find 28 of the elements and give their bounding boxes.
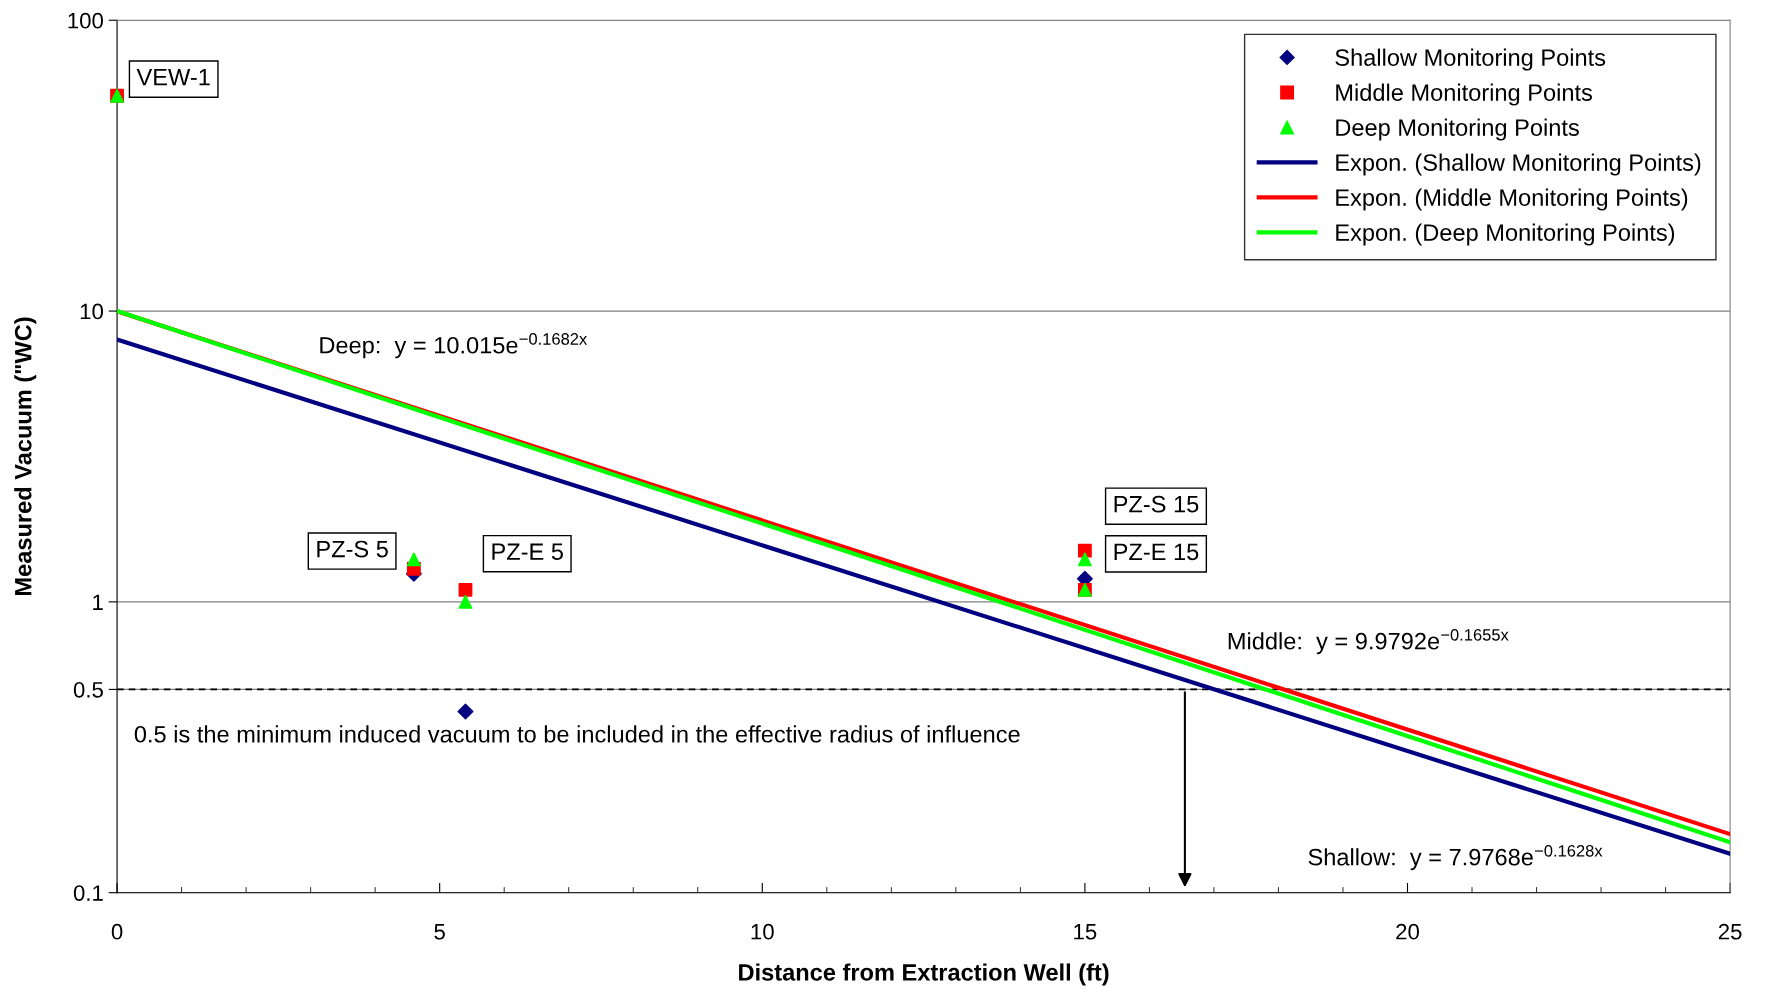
y-tick-label: 1 [93,594,103,610]
annotation: PZ-S 15 [1114,495,1199,513]
y-axis-title: Measured Vacuum ("WC) [14,317,37,595]
y-tick-label: 0.1 [73,885,103,901]
legend-label: Expon. (Deep Monitoring Points) [1336,223,1675,246]
annotation: 0.5 is the minimum induced vacuum to be included in the effective radius of influence [134,725,1020,743]
y-tick-label: 0.5 [73,681,103,698]
annotation: PZ-S 5 [317,540,388,558]
legend-label: Deep Monitoring Points [1336,118,1579,141]
annotation: VEW-1 [136,68,210,86]
legend-label: Expon. (Shallow Monitoring Points) [1336,153,1701,176]
x-tick-label: 15 [1074,924,1097,940]
x-tick-label: 0 [111,923,123,940]
y-tick-label: 10 [80,303,104,320]
legend-label: Expon. (Middle Monitoring Points) [1336,188,1688,211]
y-tick-label: 100 [68,12,104,29]
x-tick-label: 25 [1718,923,1742,940]
annotation: Shallow: y = 7.9768e$^{−0.1628x}$ [1308,844,1603,871]
annotation: Middle: y = 9.9792e$^{−0.1655x}$ [1228,628,1509,655]
x-axis-title: Distance from Extraction Well (ft) [739,963,1109,986]
annotation: PZ-E 5 [492,543,563,561]
annotation: PZ-E 15 [1114,543,1199,561]
x-tick-label: 5 [434,924,445,940]
legend-label: Middle Monitoring Points [1336,83,1593,106]
x-tick-label: 10 [751,923,774,940]
annotation: Deep: y = 10.015e$^{−0.1682x}$ [320,333,588,359]
x-tick-label: 20 [1396,923,1419,940]
legend-label: Shallow Monitoring Points [1335,48,1606,71]
